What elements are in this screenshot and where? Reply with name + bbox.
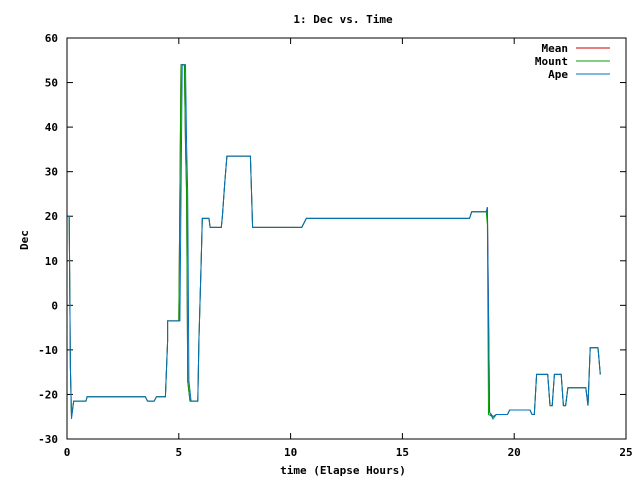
x-tick-label: 0: [64, 446, 71, 459]
x-tick-labels: 0 5 10 15 20 25: [64, 446, 633, 459]
y-tick-label: 60: [45, 32, 58, 45]
x-tick-label: 10: [284, 446, 297, 459]
y-axis-label: Dec: [18, 230, 31, 250]
y-tick-label: 10: [45, 255, 58, 268]
y-tick-labels: -30 -20 -10 0 10 20 30 40 50 60: [38, 32, 58, 446]
y-tick-label: -20: [38, 388, 58, 401]
y-tick-label: -30: [38, 433, 58, 446]
series-layer: [67, 64, 601, 420]
y-tick-label: 20: [45, 210, 58, 223]
x-tick-label: 15: [396, 446, 409, 459]
y-tick-label: 50: [45, 77, 58, 90]
series-line-mean: [67, 64, 601, 418]
x-axis-label: time (Elapse Hours): [280, 464, 406, 477]
series-line-ape: [67, 64, 601, 420]
legend-label-mean: Mean: [542, 42, 569, 55]
y-tick-label: 40: [45, 121, 58, 134]
x-tick-label: 5: [175, 446, 182, 459]
plot-frame: [66, 37, 627, 440]
series-line-mount: [67, 64, 601, 418]
chart-title: 1: Dec vs. Time: [293, 13, 393, 26]
legend-label-ape: Ape: [548, 68, 568, 81]
x-tick-label: 25: [619, 446, 632, 459]
y-tick-label: -10: [38, 344, 58, 357]
x-tick-label: 20: [508, 446, 521, 459]
axis-ticks: [66, 37, 627, 440]
y-tick-label: 0: [51, 299, 58, 312]
legend-label-mount: Mount: [535, 55, 568, 68]
y-tick-label: 30: [45, 166, 58, 179]
